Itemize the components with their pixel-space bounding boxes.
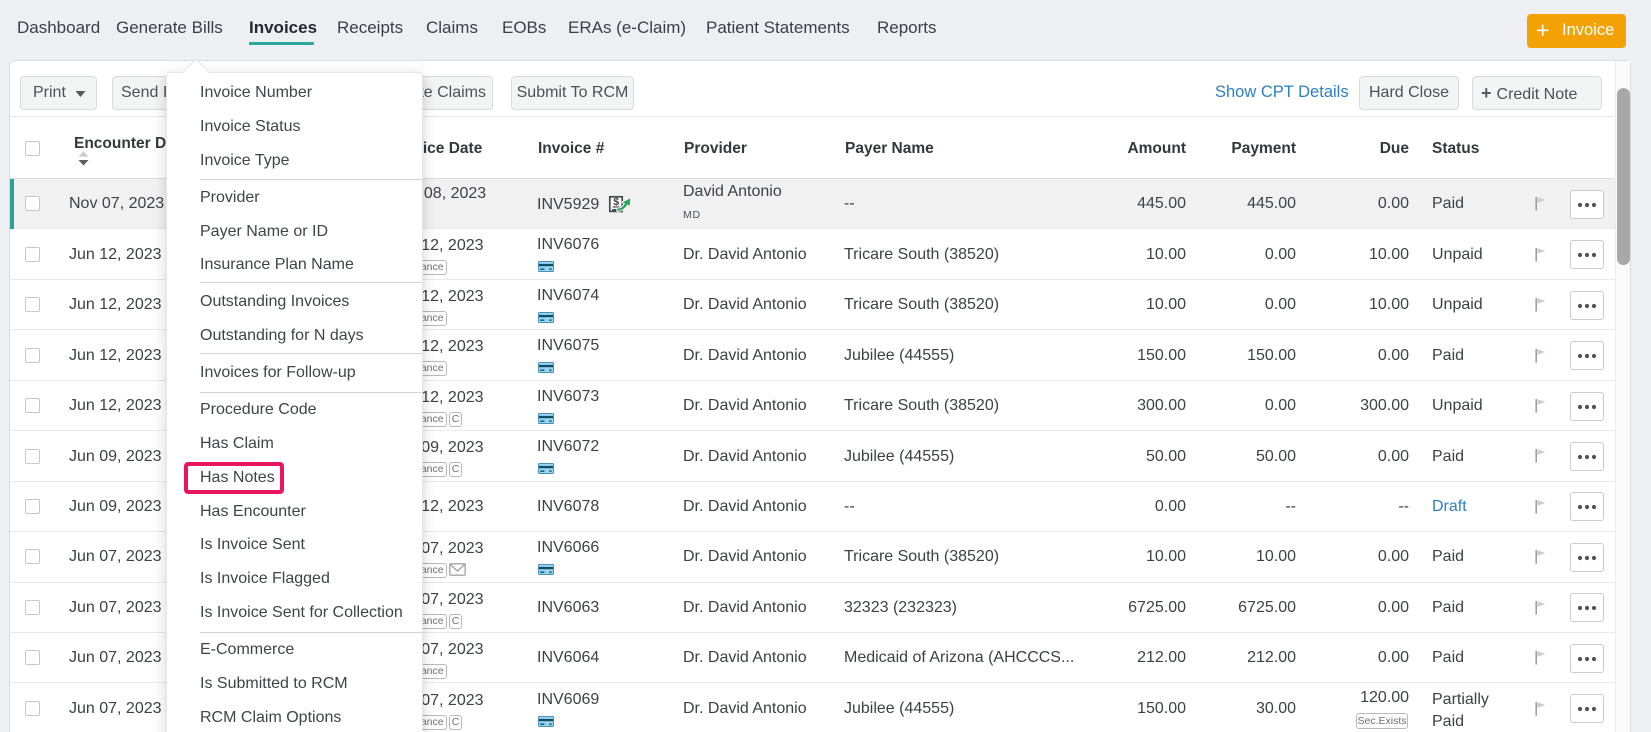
svg-text:$: $ [613, 196, 619, 208]
